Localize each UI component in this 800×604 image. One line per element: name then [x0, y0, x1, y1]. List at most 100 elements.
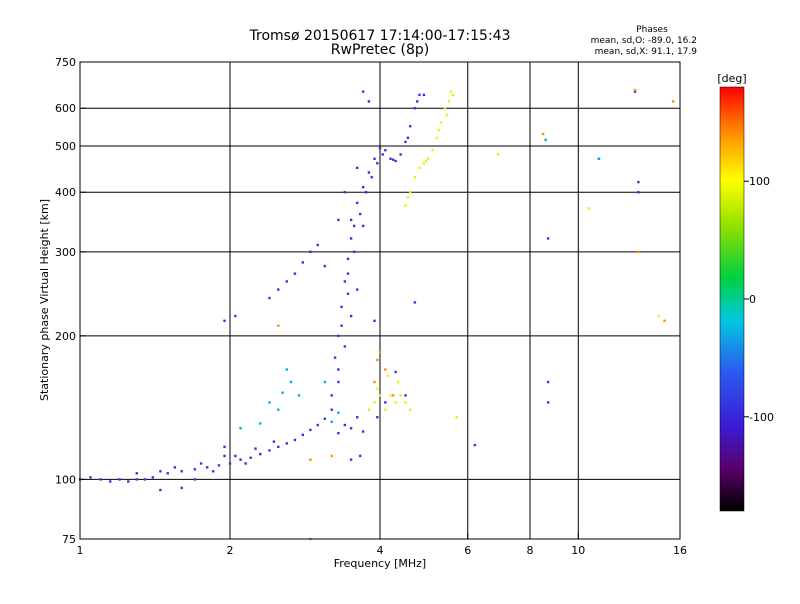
data-point [447, 100, 451, 103]
data-point [337, 368, 340, 371]
data-point [337, 218, 340, 222]
data-point [293, 438, 297, 442]
data-point [330, 408, 333, 411]
colorbar-ticks: 100 0 -100 [744, 175, 774, 424]
data-point [151, 476, 155, 479]
data-point [316, 423, 319, 427]
y-tick-label: 200 [55, 330, 76, 343]
data-point [409, 408, 412, 411]
x-tick-label: 2 [227, 544, 234, 557]
data-point [637, 180, 640, 184]
data-point [546, 237, 550, 240]
data-point [399, 153, 402, 156]
data-point [205, 466, 209, 469]
data-point [99, 478, 102, 481]
data-point [389, 394, 392, 397]
legend-heading: Phases [636, 25, 668, 35]
data-point [166, 472, 169, 475]
data-point [355, 416, 359, 419]
data-point [373, 319, 376, 323]
data-point [597, 157, 601, 161]
data-point [340, 324, 343, 327]
data-point [268, 449, 271, 452]
data-point [193, 478, 197, 481]
x-tick-label: 6 [464, 544, 471, 557]
data-point [439, 121, 443, 124]
colorbar-tick-label: -100 [749, 411, 774, 424]
data-point [373, 157, 376, 161]
data-point [352, 250, 356, 254]
data-point [406, 196, 410, 199]
data-point [404, 401, 407, 404]
x-tick-label: 1 [77, 544, 84, 557]
data-point [340, 305, 343, 309]
data-point [277, 324, 280, 327]
y-tick-label: 400 [55, 186, 76, 199]
data-point [422, 93, 426, 97]
data-point [333, 356, 337, 359]
data-point [496, 153, 500, 156]
data-point [289, 380, 293, 384]
grid-lines [80, 62, 680, 539]
data-point [637, 250, 640, 254]
data-point [244, 462, 247, 465]
data-point [435, 136, 438, 140]
data-point [384, 408, 387, 411]
data-point [349, 427, 353, 430]
data-point [159, 488, 162, 492]
data-point [384, 148, 387, 152]
data-point [381, 153, 384, 156]
data-point [413, 176, 417, 179]
data-point [384, 401, 387, 404]
data-point [413, 301, 417, 304]
data-point [418, 166, 421, 170]
data-point [389, 157, 392, 161]
data-point [349, 218, 353, 222]
data-point [541, 132, 545, 136]
data-point [337, 380, 340, 384]
data-point [355, 201, 359, 205]
colorbar-tick-label: 100 [749, 175, 770, 188]
data-point [431, 148, 434, 152]
data-point [330, 420, 333, 424]
data-point [277, 408, 280, 411]
data-point [127, 480, 130, 483]
y-tick-label: 600 [55, 102, 76, 115]
data-point [337, 431, 340, 435]
data-point [323, 264, 327, 268]
data-point [285, 368, 288, 371]
data-point [415, 100, 419, 103]
data-point [143, 478, 147, 481]
data-point [285, 280, 288, 283]
y-tick-label: 500 [55, 140, 76, 153]
data-point [277, 445, 280, 449]
data-point [180, 470, 183, 473]
data-point [394, 370, 397, 374]
data-point [352, 224, 356, 228]
data-point [376, 162, 379, 165]
data-point [418, 93, 421, 97]
data-point [409, 191, 412, 194]
x-tick-label: 10 [571, 544, 585, 557]
data-point [671, 100, 675, 103]
colorbar-label: [deg] [717, 72, 746, 85]
data-point [657, 314, 660, 318]
data-point [239, 427, 242, 430]
data-point [223, 454, 226, 458]
data-point [443, 107, 447, 110]
data-point [373, 401, 376, 404]
data-point [297, 394, 301, 397]
data-point [199, 462, 203, 465]
data-point [361, 185, 365, 189]
data-point [272, 440, 276, 443]
data-point [281, 391, 284, 394]
data-point [376, 358, 379, 362]
data-point [323, 417, 327, 420]
colorbar-tick-label: 0 [749, 293, 756, 306]
data-point [346, 272, 350, 275]
data-point [396, 380, 400, 384]
data-point [118, 478, 121, 481]
x-tick-label: 8 [527, 544, 534, 557]
